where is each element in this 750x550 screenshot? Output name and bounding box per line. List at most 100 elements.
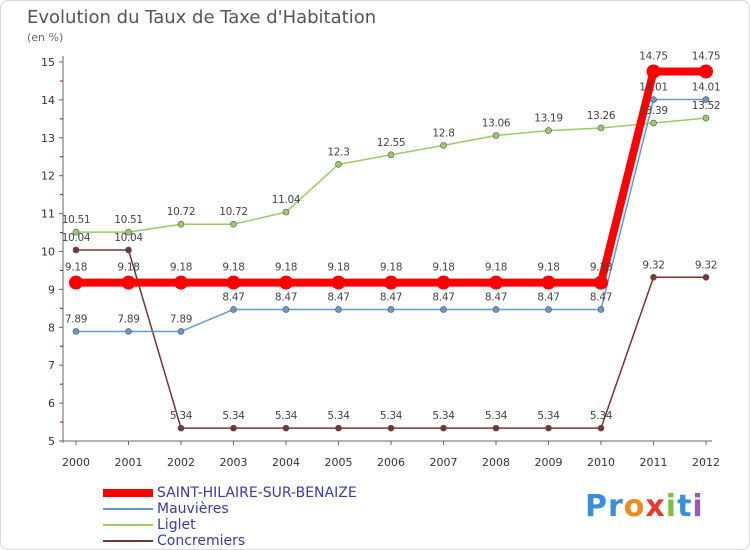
legend-item: SAINT-HILAIRE-SUR-BENAIZE <box>103 485 357 501</box>
logo-letter: i <box>665 489 678 524</box>
data-point <box>650 273 657 281</box>
data-point <box>436 275 451 290</box>
legend-label: Concremiers <box>157 533 246 549</box>
data-label: 9.18 <box>275 262 297 274</box>
data-point <box>387 151 395 159</box>
data-point <box>650 96 657 103</box>
data-label: 9.18 <box>485 262 507 274</box>
legend-swatch <box>103 524 153 526</box>
unit-label: (en %) <box>27 31 64 44</box>
data-point <box>69 275 83 290</box>
data-label: 5.34 <box>432 410 455 422</box>
logo-letter: x <box>645 489 666 524</box>
data-label: 8.47 <box>275 291 297 303</box>
x-tick-label: 2012 <box>692 456 720 469</box>
data-label: 9.32 <box>642 259 664 271</box>
x-tick-label: 2007 <box>430 456 458 469</box>
data-label: 14.75 <box>692 50 721 62</box>
data-label: 7.89 <box>117 313 139 325</box>
data-point <box>72 228 80 236</box>
x-tick-label: 2009 <box>535 456 563 469</box>
data-point <box>335 161 342 168</box>
data-label: 9.18 <box>432 262 454 274</box>
label-layer: 10.04 10.04 5.34 5.34 5.34 5.34 5.34 5.34 5.34 5.… <box>62 50 721 422</box>
data-label: 7.89 <box>65 313 87 325</box>
legend-swatch <box>103 489 153 497</box>
data-point <box>702 273 710 281</box>
data-point <box>335 424 342 432</box>
data-point <box>650 119 657 127</box>
data-point <box>545 424 552 432</box>
data-point <box>226 275 241 290</box>
legend-item: Mauvières <box>103 501 357 517</box>
data-point <box>177 220 185 228</box>
legend-item: Concremiers <box>103 533 357 549</box>
legend: SAINT-HILAIRE-SUR-BENAIZE Mauvières Liglet… <box>103 485 357 549</box>
data-point <box>699 64 713 79</box>
data-label: 14.01 <box>639 82 668 94</box>
data-label: 10.04 <box>114 232 143 244</box>
x-tick-label: 2011 <box>640 456 668 469</box>
logo-letter: o <box>623 489 646 524</box>
data-label: 5.34 <box>327 410 350 422</box>
data-label: 13.26 <box>587 110 616 122</box>
data-label: 9.18 <box>327 262 349 274</box>
data-point <box>492 132 500 139</box>
data-label: 9.18 <box>590 262 612 274</box>
data-label: 8.47 <box>327 291 349 303</box>
logo-letter: r <box>608 489 624 524</box>
data-label: 5.34 <box>275 410 298 422</box>
data-point <box>125 328 132 335</box>
legend-swatch <box>103 508 153 510</box>
series-liglet <box>72 114 710 236</box>
x-tick-label: 2005 <box>325 456 353 469</box>
proxiti-logo: Proxiti <box>585 489 704 524</box>
data-point <box>440 306 447 313</box>
y-tick-label: 15 <box>41 56 55 69</box>
data-point <box>597 306 605 313</box>
data-point <box>72 328 80 335</box>
data-label: 5.34 <box>537 410 560 422</box>
data-point <box>230 220 237 228</box>
data-point <box>545 127 552 134</box>
series-concremiers <box>72 246 710 432</box>
data-label: 8.47 <box>432 291 454 303</box>
data-point <box>72 246 80 254</box>
data-point <box>125 228 132 236</box>
data-label: 9.18 <box>65 262 87 274</box>
series-layer <box>69 64 713 432</box>
data-label: 8.47 <box>380 291 402 303</box>
data-label: 5.34 <box>380 410 403 422</box>
data-label: 8.47 <box>485 291 507 303</box>
data-point <box>702 114 710 122</box>
data-label: 7.89 <box>170 313 192 325</box>
legend-label: Liglet <box>157 517 196 533</box>
x-tick-label: 2002 <box>167 456 195 469</box>
y-tick-label: 13 <box>41 132 55 145</box>
data-label: 9.18 <box>170 262 192 274</box>
legend-label: SAINT-HILAIRE-SUR-BENAIZE <box>157 485 357 501</box>
data-label: 14.75 <box>639 50 668 62</box>
data-label: 10.51 <box>114 214 143 226</box>
data-point <box>121 275 136 290</box>
data-point <box>384 275 398 290</box>
legend-item: Liglet <box>103 517 357 533</box>
data-point <box>174 275 188 290</box>
axes: 5 6 7 8 9 10 11 12 13 14 15 2000 2001 2002 2003 2004 200… <box>41 56 720 469</box>
data-label: 10.51 <box>62 214 91 226</box>
data-label: 9.32 <box>695 259 717 271</box>
legend-label: Mauvières <box>157 501 229 517</box>
legend-swatch <box>103 540 153 542</box>
chart-title: Evolution du Taux de Taxe d'Habitation <box>27 7 377 28</box>
data-label: 5.34 <box>170 410 193 422</box>
data-point <box>177 328 185 335</box>
data-point <box>279 275 293 290</box>
data-label: 13.19 <box>534 113 563 125</box>
data-point <box>387 306 395 313</box>
data-point <box>282 424 290 432</box>
data-point <box>440 142 447 149</box>
data-point <box>230 306 237 313</box>
data-point <box>646 64 661 79</box>
data-label: 11.04 <box>272 194 301 206</box>
